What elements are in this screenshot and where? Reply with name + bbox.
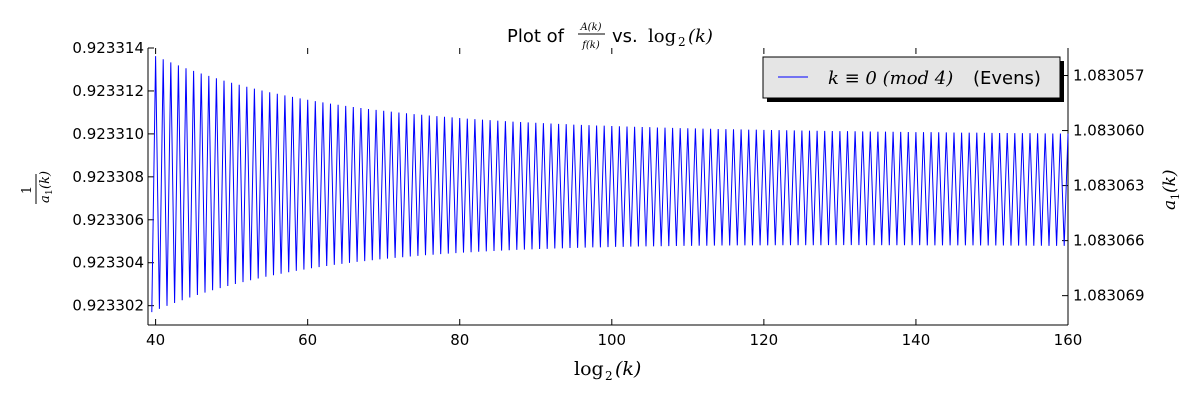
x-tick-label: 80	[450, 331, 469, 349]
y-left-tick-label: 0.923312	[72, 82, 144, 100]
y-right-tick-label: 1.083057	[1073, 67, 1145, 85]
y-left-tick-label: 0.923314	[72, 39, 144, 57]
y-right-tick-label: 1.083060	[1073, 122, 1145, 140]
y-left-num: 1	[20, 186, 35, 194]
y-right-tick-label: 1.083066	[1073, 232, 1145, 250]
title-log: log	[648, 26, 676, 47]
x-tick-label: 40	[146, 331, 165, 349]
x-tick-label: 100	[597, 331, 626, 349]
x-tick-label: 120	[750, 331, 779, 349]
title-log-arg: (k)	[688, 26, 713, 47]
y-axis-label-right: a 1 (k)	[1160, 169, 1182, 210]
title-frac-den: f(k)	[581, 40, 600, 51]
y-left-tick-label: 0.923308	[72, 168, 144, 186]
x-tick-label: 160	[1054, 331, 1083, 349]
y-left-den-a: a	[38, 195, 53, 203]
x-tick-label: 140	[902, 331, 931, 349]
y-axis-ticks-left: 0.923302 0.923304 0.923306 0.923308 0.923310…	[72, 39, 154, 315]
y-left-den-sub: 1	[45, 189, 55, 195]
y-left-tick-label: 0.923310	[72, 125, 144, 143]
legend-box	[762, 56, 1061, 99]
x-axis-label: log 2 (k)	[574, 358, 641, 383]
legend-entry-math: k ≡ 0 (mod 4)	[828, 68, 953, 89]
title-connector: vs.	[612, 26, 638, 47]
y-left-tick-label: 0.923306	[72, 211, 144, 229]
y-left-tick-label: 0.923304	[72, 254, 144, 272]
x-tick-label: 60	[298, 331, 317, 349]
y-right-a: a	[1160, 200, 1180, 210]
x-label-arg: (k)	[615, 358, 641, 380]
x-label-log: log	[574, 358, 604, 380]
title-prefix: Plot of	[507, 26, 565, 47]
y-left-tick-label: 0.923302	[72, 297, 144, 315]
y-right-arg: (k)	[1160, 169, 1180, 193]
y-right-tick-label: 1.083063	[1073, 177, 1145, 195]
y-axis-label-left: 1 a 1 (k)	[20, 171, 55, 204]
legend-entry-text: (Evens)	[973, 68, 1041, 89]
y-left-den-arg: (k)	[38, 171, 53, 189]
title-frac-num: A(k)	[579, 22, 601, 33]
y-right-sub: 1	[1169, 193, 1182, 200]
plot-area	[147, 48, 1069, 326]
y-right-tick-label: 1.083069	[1073, 287, 1145, 305]
x-axis-ticks: 40 60 80 100 120 140 160	[146, 48, 1082, 349]
chart-title: Plot of A(k) f(k) vs. log 2 (k)	[507, 22, 713, 51]
series-line-evens	[151, 56, 1069, 313]
legend: k ≡ 0 (mod 4) (Evens)	[762, 56, 1064, 102]
x-label-sub: 2	[605, 369, 613, 383]
y-axis-ticks-right: 1.083057 1.083060 1.083063 1.083066 1.083069	[1062, 67, 1145, 305]
title-log-sub: 2	[678, 35, 686, 49]
